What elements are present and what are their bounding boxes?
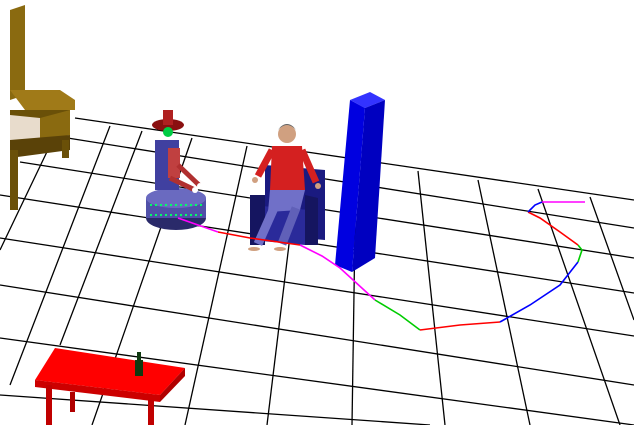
table — [35, 348, 185, 425]
robot-path — [177, 201, 585, 331]
robot — [146, 110, 206, 230]
bottle — [135, 352, 143, 376]
human — [248, 124, 321, 251]
bed — [10, 5, 75, 210]
wall-panel — [335, 92, 385, 272]
